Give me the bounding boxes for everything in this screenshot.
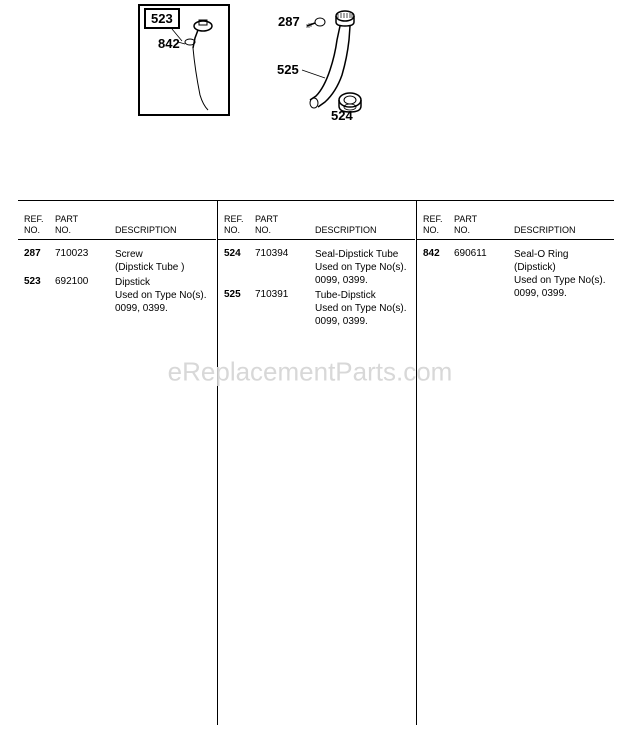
ref-no-value: 525 (218, 289, 255, 300)
part-no-value: 710394 (255, 248, 300, 259)
ref-no-value: 523 (18, 276, 55, 287)
header-ref-no: REF. NO. (18, 214, 55, 236)
table-row: 287 710023 Screw (Dipstick Tube ) (18, 246, 216, 274)
description-value: Seal-O Ring (Dipstick) Used on Type No(s… (499, 248, 614, 300)
label-524: 524 (331, 108, 353, 123)
header-part-no: PART NO. (55, 214, 100, 236)
part-no-value: 710391 (255, 289, 300, 300)
table-row: 525 710391 Tube-Dipstick Used on Type No… (218, 287, 415, 328)
description-value: Screw (Dipstick Tube ) (100, 248, 216, 274)
parts-illustration (0, 0, 620, 195)
column-header: REF. NO. PART NO. DESCRIPTION (218, 200, 415, 240)
description-value: Seal-Dipstick Tube Used on Type No(s). 0… (300, 248, 415, 287)
parts-column-1: REF. NO. PART NO. DESCRIPTION 287 710023… (18, 200, 216, 725)
parts-diagram: 523 842 287 525 524 (0, 0, 620, 195)
part-no-value: 692100 (55, 276, 100, 287)
table-row: 842 690611 Seal-O Ring (Dipstick) Used o… (417, 246, 614, 300)
ref-no-value: 524 (218, 248, 255, 259)
label-842: 842 (158, 36, 180, 51)
header-description: DESCRIPTION (100, 225, 177, 236)
label-525: 525 (277, 62, 299, 77)
description-value: Dipstick Used on Type No(s). 0099, 0399. (100, 276, 216, 315)
table-row: 524 710394 Seal-Dipstick Tube Used on Ty… (218, 246, 415, 287)
column-header: REF. NO. PART NO. DESCRIPTION (417, 200, 614, 240)
table-row: 523 692100 Dipstick Used on Type No(s). … (18, 274, 216, 315)
ref-no-value: 842 (417, 248, 454, 259)
label-287: 287 (278, 14, 300, 29)
header-part-no: PART NO. (255, 214, 300, 236)
header-part-no: PART NO. (454, 214, 499, 236)
column-header: REF. NO. PART NO. DESCRIPTION (18, 200, 216, 240)
label-523: 523 (144, 8, 180, 29)
part-no-value: 690611 (454, 248, 499, 259)
header-description: DESCRIPTION (499, 225, 576, 236)
parts-column-3: REF. NO. PART NO. DESCRIPTION 842 690611… (416, 200, 614, 725)
header-ref-no: REF. NO. (218, 214, 255, 236)
description-value: Tube-Dipstick Used on Type No(s). 0099, … (300, 289, 415, 328)
header-description: DESCRIPTION (300, 225, 377, 236)
header-ref-no: REF. NO. (417, 214, 454, 236)
parts-column-2: REF. NO. PART NO. DESCRIPTION 524 710394… (217, 200, 415, 725)
ref-no-value: 287 (18, 248, 55, 259)
part-no-value: 710023 (55, 248, 100, 259)
